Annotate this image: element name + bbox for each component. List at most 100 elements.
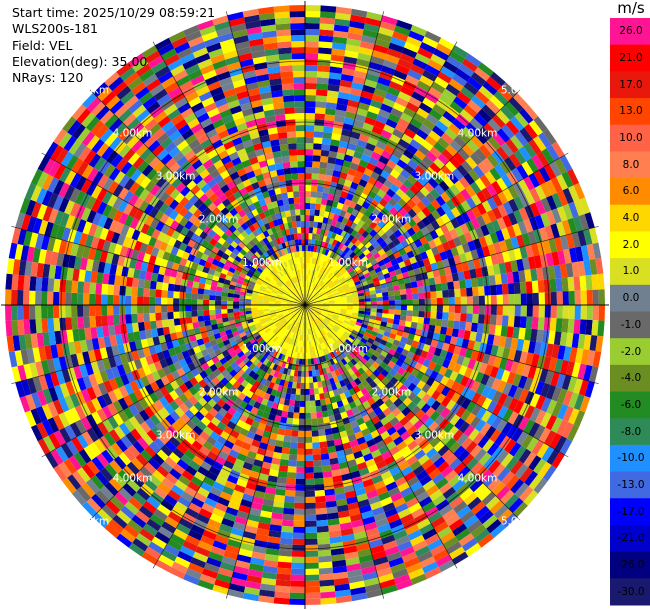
range-gate bbox=[265, 287, 273, 293]
range-gate bbox=[187, 362, 196, 371]
range-gate bbox=[407, 269, 416, 277]
range-gate bbox=[360, 338, 368, 345]
range-gate bbox=[155, 378, 165, 389]
range-gate bbox=[107, 180, 119, 194]
range-gate bbox=[305, 167, 313, 174]
range-gate bbox=[350, 332, 357, 338]
range-gate bbox=[451, 328, 460, 338]
range-gate bbox=[296, 376, 302, 383]
range-gate bbox=[281, 155, 290, 163]
range-gate bbox=[398, 261, 406, 269]
range-gate bbox=[296, 352, 300, 359]
range-gate bbox=[142, 234, 152, 245]
range-gate bbox=[305, 406, 311, 413]
range-gate bbox=[392, 339, 401, 347]
range-gate bbox=[470, 350, 479, 361]
range-gate bbox=[268, 381, 275, 389]
range-gate bbox=[357, 242, 365, 250]
range-gate bbox=[483, 456, 497, 470]
range-gate bbox=[533, 341, 542, 355]
range-gate bbox=[412, 293, 419, 300]
range-gate bbox=[440, 165, 453, 177]
range-gate bbox=[301, 328, 304, 335]
range-gate bbox=[188, 395, 198, 406]
range-gate bbox=[152, 264, 161, 274]
range-gate bbox=[287, 302, 294, 304]
range-gate bbox=[253, 401, 262, 410]
range-gate bbox=[287, 303, 294, 305]
range-gate bbox=[319, 337, 325, 344]
range-gate bbox=[156, 504, 171, 517]
range-gate bbox=[315, 271, 320, 278]
range-gate bbox=[59, 317, 67, 331]
range-gate bbox=[84, 234, 94, 248]
range-gate bbox=[387, 337, 395, 344]
range-gate bbox=[248, 239, 256, 247]
range-gate bbox=[283, 501, 295, 509]
range-gate bbox=[368, 190, 377, 200]
range-gate bbox=[383, 272, 391, 279]
range-gate bbox=[279, 537, 293, 545]
range-gate bbox=[215, 290, 222, 297]
range-gate bbox=[296, 143, 305, 150]
range-gate bbox=[442, 312, 449, 321]
range-gate bbox=[346, 307, 353, 310]
range-gate bbox=[229, 105, 242, 115]
range-gate bbox=[353, 119, 365, 129]
range-gate bbox=[341, 204, 349, 212]
range-gate bbox=[542, 239, 552, 254]
range-gate bbox=[305, 203, 311, 210]
range-gate bbox=[286, 387, 292, 394]
range-gate bbox=[370, 402, 380, 411]
range-gate bbox=[389, 154, 400, 165]
range-gate bbox=[440, 465, 454, 478]
range-gate bbox=[145, 355, 154, 366]
range-gate bbox=[93, 348, 103, 361]
range-gate bbox=[319, 161, 328, 169]
range-gate bbox=[264, 276, 271, 283]
range-gate bbox=[346, 305, 353, 308]
range-gate bbox=[209, 363, 218, 372]
range-gate bbox=[160, 224, 170, 235]
range-gate bbox=[489, 366, 499, 379]
range-gate bbox=[242, 70, 257, 79]
range-gate bbox=[386, 412, 396, 422]
range-gate bbox=[320, 291, 326, 296]
range-gate bbox=[337, 367, 344, 375]
range-gate bbox=[325, 278, 331, 284]
range-gate bbox=[429, 489, 443, 502]
range-gate bbox=[329, 396, 337, 404]
range-gate bbox=[244, 145, 255, 154]
range-gate bbox=[354, 487, 367, 497]
range-gate bbox=[315, 501, 327, 509]
range-gate bbox=[433, 456, 446, 469]
range-gate bbox=[416, 128, 429, 140]
range-gate bbox=[322, 342, 327, 349]
range-gate bbox=[337, 329, 344, 336]
range-gate bbox=[179, 298, 186, 305]
range-gate bbox=[474, 371, 485, 384]
range-gate bbox=[417, 144, 430, 156]
range-gate bbox=[295, 125, 305, 132]
range-gate bbox=[347, 336, 354, 343]
range-gate bbox=[113, 140, 127, 154]
range-gate bbox=[272, 253, 278, 260]
range-gate bbox=[83, 281, 91, 294]
range-gate bbox=[345, 428, 355, 437]
range-gate bbox=[423, 417, 435, 428]
range-gate bbox=[315, 369, 320, 377]
range-gate bbox=[454, 296, 461, 305]
range-gate bbox=[536, 329, 544, 343]
range-gate bbox=[221, 335, 229, 342]
range-gate bbox=[261, 140, 272, 149]
range-gate bbox=[398, 225, 407, 235]
range-gate bbox=[329, 273, 335, 280]
range-gate bbox=[108, 167, 121, 181]
range-gate bbox=[96, 408, 108, 422]
range-gate bbox=[85, 196, 97, 210]
range-gate bbox=[73, 340, 82, 354]
range-gate bbox=[333, 407, 341, 416]
range-gate bbox=[220, 377, 229, 386]
range-gate bbox=[267, 256, 274, 263]
range-gate bbox=[496, 252, 505, 264]
